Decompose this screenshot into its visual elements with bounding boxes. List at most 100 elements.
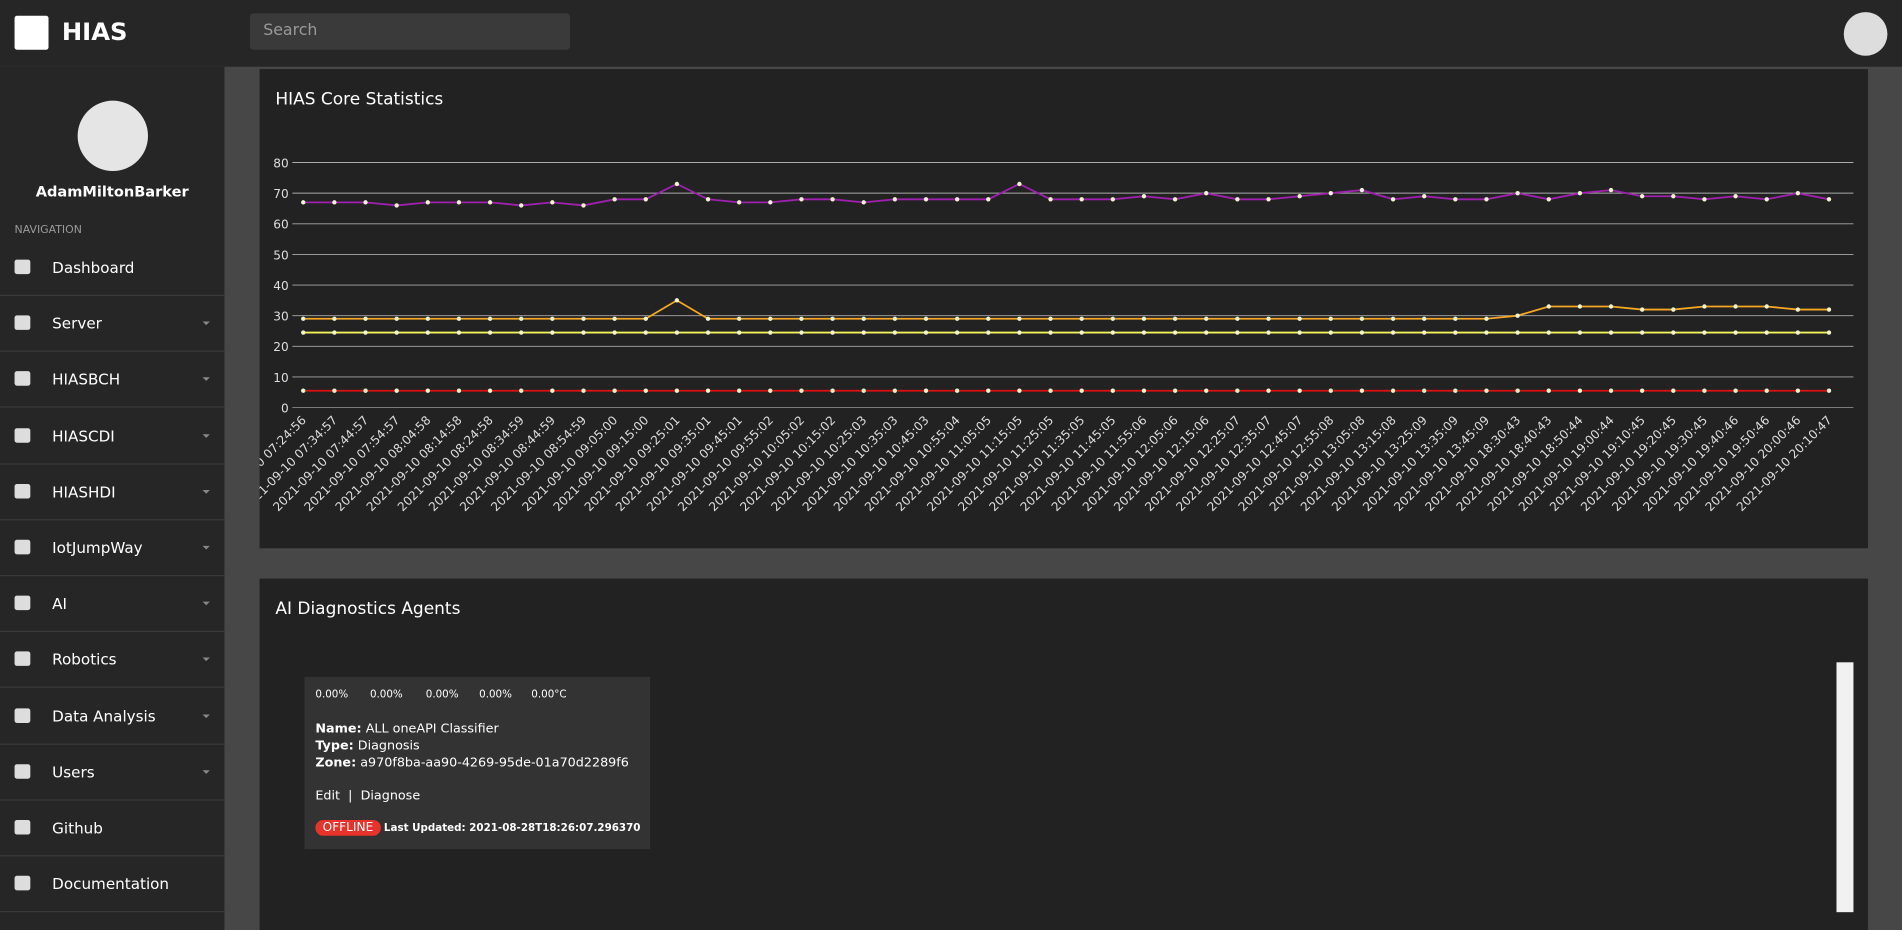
point bbox=[301, 388, 306, 393]
nav-label: HIASHDI bbox=[52, 482, 116, 501]
point bbox=[1453, 197, 1458, 202]
point bbox=[1671, 307, 1676, 312]
point bbox=[1453, 330, 1458, 335]
point bbox=[1204, 330, 1209, 335]
nav-icon bbox=[14, 707, 31, 723]
point bbox=[1826, 388, 1832, 393]
edit-link[interactable]: Edit bbox=[315, 788, 341, 804]
scrollbar[interactable] bbox=[1836, 662, 1854, 913]
point bbox=[674, 298, 680, 303]
point bbox=[1017, 330, 1022, 335]
point bbox=[487, 330, 493, 335]
point bbox=[1266, 330, 1271, 335]
point bbox=[705, 197, 711, 202]
point bbox=[1235, 197, 1240, 202]
point bbox=[892, 197, 898, 202]
point bbox=[861, 388, 866, 393]
point bbox=[1017, 316, 1022, 321]
point bbox=[1266, 388, 1271, 393]
nav-icon bbox=[14, 819, 31, 835]
nav-item[interactable]: Github bbox=[0, 801, 225, 857]
point bbox=[581, 203, 586, 208]
point bbox=[1079, 316, 1084, 321]
caret bbox=[202, 545, 210, 550]
nav-item[interactable]: HIASBCH bbox=[0, 352, 225, 409]
value: a970f8ba-aa90-4269-95de-01a70d2289f6 bbox=[360, 755, 629, 771]
point bbox=[768, 316, 773, 321]
point bbox=[1515, 190, 1520, 196]
nav-item[interactable]: Data Analysis bbox=[0, 688, 225, 745]
point bbox=[830, 197, 835, 202]
point bbox=[550, 388, 555, 393]
point bbox=[643, 388, 648, 393]
nav-label: AI bbox=[52, 594, 68, 613]
agent-info: Name: ALL oneAPI Classifier Type: Diagno… bbox=[315, 721, 628, 772]
point bbox=[1577, 304, 1583, 309]
nav-item[interactable]: Dashboard bbox=[0, 240, 225, 296]
point bbox=[705, 330, 711, 335]
user-name[interactable]: AdamMiltonBarker bbox=[35, 183, 189, 201]
point bbox=[954, 316, 960, 321]
nav-item[interactable]: HIASCDI bbox=[0, 408, 225, 465]
value: ALL oneAPI Classifier bbox=[365, 721, 499, 737]
point bbox=[1702, 330, 1707, 335]
y-tick-label: 80 bbox=[273, 156, 288, 170]
point bbox=[1172, 330, 1178, 335]
point bbox=[768, 388, 773, 393]
point bbox=[363, 200, 368, 205]
point bbox=[768, 330, 773, 335]
caret bbox=[202, 657, 210, 662]
logo[interactable] bbox=[14, 15, 49, 50]
point bbox=[674, 388, 680, 393]
nav-icon bbox=[14, 427, 31, 443]
point bbox=[487, 388, 493, 393]
caret bbox=[202, 377, 210, 382]
point bbox=[1359, 388, 1365, 393]
point bbox=[1733, 304, 1738, 309]
point bbox=[1515, 313, 1520, 318]
point bbox=[736, 316, 742, 321]
label: Name: bbox=[315, 721, 362, 737]
nav-item[interactable]: Documentation bbox=[0, 857, 225, 913]
diagnose-link[interactable]: Diagnose bbox=[360, 788, 421, 804]
point bbox=[1017, 181, 1022, 187]
point bbox=[425, 200, 430, 205]
point bbox=[861, 316, 866, 321]
y-tick-label: 20 bbox=[273, 340, 288, 354]
point bbox=[1141, 388, 1147, 393]
nav-label: Data Analysis bbox=[52, 706, 156, 725]
nav-label: IotJumpWay bbox=[52, 538, 143, 557]
point bbox=[1266, 197, 1271, 202]
point bbox=[550, 330, 555, 335]
point bbox=[1577, 388, 1583, 393]
point bbox=[363, 316, 368, 321]
y-tick-label: 50 bbox=[273, 248, 288, 262]
agent-card: 0.00% 0.00% 0.00% 0.00% 0.00°C Name: ALL one… bbox=[304, 676, 651, 850]
panel-title: HIAS Core Statistics bbox=[275, 89, 444, 110]
nav-item[interactable]: IotJumpWay bbox=[0, 520, 225, 577]
point bbox=[954, 388, 960, 393]
point bbox=[1048, 330, 1053, 335]
nav-item[interactable]: Robotics bbox=[0, 632, 225, 689]
nav-item[interactable]: Server bbox=[0, 296, 225, 352]
nav-item[interactable]: Users bbox=[0, 745, 225, 801]
point bbox=[892, 388, 898, 393]
point bbox=[1141, 194, 1147, 199]
brand[interactable]: HIAS bbox=[61, 16, 128, 47]
point bbox=[612, 388, 617, 393]
point bbox=[643, 316, 648, 321]
nav-icon bbox=[14, 315, 31, 331]
series-line bbox=[303, 299, 1829, 320]
y-tick-label: 60 bbox=[273, 218, 288, 232]
nav-label: Users bbox=[52, 762, 95, 781]
point bbox=[1359, 187, 1365, 193]
search-box[interactable]: Search bbox=[249, 13, 571, 50]
avatar[interactable] bbox=[1843, 12, 1888, 56]
point bbox=[425, 330, 430, 335]
point bbox=[301, 316, 306, 321]
point bbox=[394, 316, 399, 321]
point bbox=[1764, 197, 1769, 202]
nav-item[interactable]: AI bbox=[0, 576, 225, 633]
point bbox=[799, 388, 804, 393]
nav-item[interactable]: HIASHDI bbox=[0, 464, 225, 521]
